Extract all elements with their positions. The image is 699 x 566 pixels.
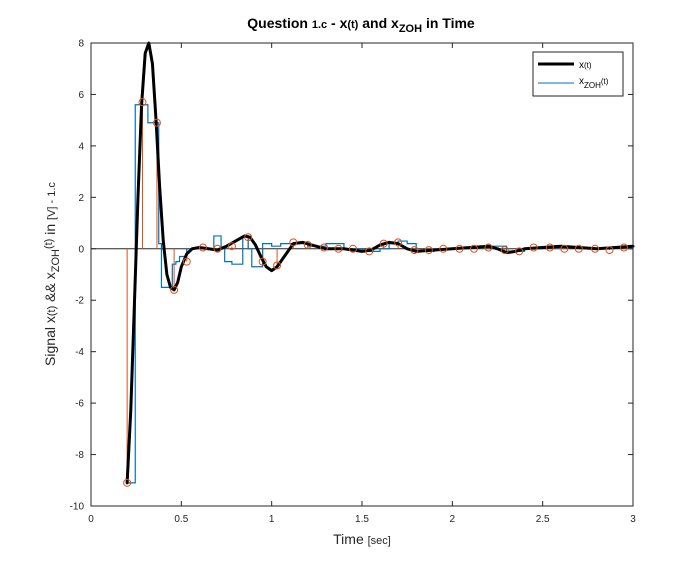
sample-marker [320, 243, 329, 252]
sample-marker [560, 244, 569, 253]
sample-marker [182, 257, 191, 266]
sample-marker [379, 239, 388, 248]
sample-marker [244, 233, 253, 242]
y-tick-label: 2 [78, 193, 84, 204]
x-tick-label: 1 [269, 514, 275, 525]
x-tick-label: 2 [450, 514, 456, 525]
ylabel-part4-small: [V] - 1.c [46, 182, 58, 220]
title-middle-small: (t) [347, 19, 358, 31]
sample-marker [439, 244, 448, 253]
x-tick-label: 0 [88, 514, 94, 525]
chart-title: Question 1.c - x(t) and xZOH in Time [247, 15, 475, 35]
sample-marker [123, 478, 132, 487]
x-tick-label: 1.5 [355, 514, 369, 525]
x-tick-label: 3 [630, 514, 636, 525]
y-tick-label: -10 [70, 502, 85, 513]
y-tick-label: 4 [78, 141, 84, 152]
sample-marker [470, 244, 479, 253]
zoh-step-line [127, 104, 633, 484]
sample-marker [199, 243, 208, 252]
sample-marker [138, 98, 147, 107]
sample-marker [394, 238, 403, 247]
legend-label-zoh: xZOH(t) [579, 76, 609, 90]
sample-marker [619, 243, 628, 252]
legend-box [532, 51, 624, 97]
sample-marker [515, 247, 524, 256]
sample-marker [258, 257, 267, 266]
y-tick-label: -4 [75, 347, 84, 358]
sample-marker [303, 240, 312, 249]
sample-marker [213, 244, 222, 253]
x-axis: 0 0.5 1 1.5 2 2.5 3 [88, 43, 636, 525]
legend-zoh-sub: ZOH [584, 81, 601, 90]
x-tick-label: 2.5 [536, 514, 550, 525]
ylabel-part3-small: (t) [43, 239, 55, 249]
sample-marker [574, 244, 583, 253]
sample-marker [500, 246, 509, 255]
sample-marker [455, 244, 464, 253]
sample-marker [365, 247, 374, 256]
title-suffix: in Time [422, 15, 475, 31]
sample-marker [273, 261, 282, 270]
sample-marker [529, 243, 538, 252]
xlabel-main: Time [333, 531, 367, 547]
legend-label-x: x(t) [579, 60, 592, 71]
title-prefix: Question [247, 15, 312, 31]
x-tick-label: 0.5 [174, 514, 188, 525]
sample-marker [424, 246, 433, 255]
y-tick-label: 0 [78, 244, 84, 255]
sample-marker [410, 246, 419, 255]
legend-zoh-main: x [579, 76, 584, 87]
y-tick-label: -2 [75, 296, 84, 307]
sample-marker [152, 118, 161, 127]
legend-x-main: x [579, 60, 584, 71]
plot-content [91, 41, 635, 487]
ylabel-part4: in [42, 220, 58, 239]
title-middle: - x [327, 15, 347, 31]
sample-marker [484, 243, 493, 252]
x-axis-title: Time [sec] [333, 531, 391, 547]
y-tick-label: -6 [75, 399, 84, 410]
sample-marker [591, 244, 600, 253]
y-tick-label: -8 [75, 450, 84, 461]
sample-marker [334, 244, 343, 253]
xlabel-small: [sec] [368, 535, 391, 547]
sample-marker [289, 238, 298, 247]
title-sub: ZOH [399, 23, 422, 35]
sample-marker [227, 242, 236, 251]
sample-marker [170, 285, 179, 294]
sample-marker [605, 246, 614, 255]
ylabel-sub: ZOH [50, 249, 62, 272]
sample-marker [348, 244, 357, 253]
legend-x-small: (t) [584, 61, 592, 70]
y-tick-label: 6 [78, 90, 84, 101]
sample-marker [545, 243, 554, 252]
title-prefix-small: 1.c [312, 19, 327, 31]
ylabel-part1-small: (t) [46, 306, 58, 316]
y-axis-title: Signal x(t) && xZOH(t) in [V] - 1.c [42, 182, 62, 366]
y-axis: -10 -8 -6 -4 -2 0 2 4 6 8 [70, 39, 633, 513]
ylabel-part1: Signal x [42, 316, 58, 366]
legend: x(t) xZOH(t) [532, 51, 624, 97]
legend-zoh-small: (t) [601, 77, 609, 86]
y-tick-label: 8 [78, 39, 84, 50]
x-t-line [125, 41, 635, 485]
title-and: and x [358, 15, 399, 31]
ylabel-part2: && x [42, 272, 58, 305]
